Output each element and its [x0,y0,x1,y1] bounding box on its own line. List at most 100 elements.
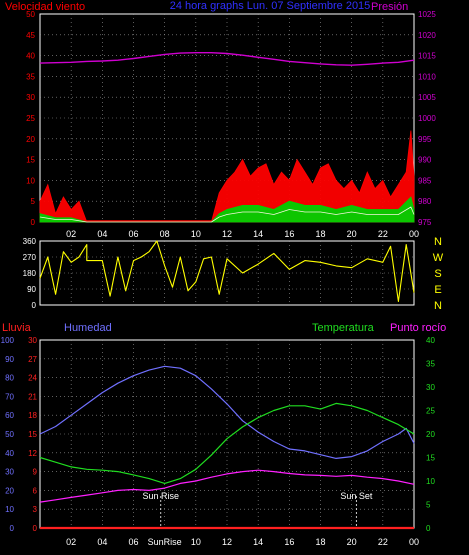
title-24h-graphs: 24 hora graphs Lun. 07 Septiembre 2015 [170,0,371,12]
series-wind-direction [39,240,415,302]
direction-deg-tick-0: 0 [32,301,37,310]
rain-tick-15: 15 [28,430,37,439]
wind-speed-tick-40: 40 [26,52,35,61]
humidity-tick-60: 60 [5,411,14,420]
wind-pressure-xtick-22: 22 [378,229,388,239]
humidity-tick-20: 20 [5,486,14,495]
series-humidity [39,365,415,459]
direction-deg-tick-270: 270 [23,253,37,262]
label-dewpoint: Punto rocío [390,322,446,334]
pressure-tick-980: 980 [418,197,432,206]
temperature-tick-30: 30 [426,383,435,392]
pressure-tick-1010: 1010 [418,72,436,81]
temperature-tick-10: 10 [426,477,435,486]
wind-speed-tick-45: 45 [26,31,35,40]
direction-deg-tick-360: 360 [23,237,37,246]
wind-speed-tick-25: 25 [26,114,35,123]
humidity-temp-xtick-12: 12 [222,537,232,547]
wind-speed-tick-35: 35 [26,72,35,81]
humidity-temp-xtick-04: 04 [97,537,107,547]
temperature-tick-0: 0 [426,524,431,533]
humidity-tick-100: 100 [1,336,15,345]
humidity-temp-xtick-00: 00 [409,537,419,547]
series-pressure [39,52,415,66]
wind-pressure-xtick-18: 18 [315,229,325,239]
temperature-tick-20: 20 [426,430,435,439]
humidity-temp-xtick-06: 06 [128,537,138,547]
wind-speed-tick-5: 5 [31,197,36,206]
title-pressure: Presión [371,1,408,13]
humidity-tick-50: 50 [5,430,14,439]
wind-speed-tick-30: 30 [26,93,35,102]
pressure-tick-1000: 1000 [418,114,436,123]
direction-compass-S-2: S [434,268,441,280]
wind-pressure-xtick-16: 16 [284,229,294,239]
temperature-tick-5: 5 [426,501,431,510]
wind-speed-tick-50: 50 [26,10,35,19]
humidity-temp-xtick-02: 02 [66,537,76,547]
wind-pressure-xtick-12: 12 [222,229,232,239]
humidity-temp-xtick-16: 16 [284,537,294,547]
title-wind-speed: Velocidad viento [5,1,85,13]
rain-tick-12: 12 [28,449,37,458]
humidity-temp-xtick-14: 14 [253,537,263,547]
humidity-temp-xtick-22: 22 [378,537,388,547]
rain-tick-27: 27 [28,355,37,364]
humidity-tick-90: 90 [5,355,14,364]
direction-deg-tick-90: 90 [27,285,36,294]
direction-compass-E-1: E [434,284,441,296]
pressure-tick-995: 995 [418,135,432,144]
humidity-temp-xtick-10: 10 [191,537,201,547]
rain-tick-9: 9 [33,468,38,477]
wind-speed-tick-0: 0 [31,218,36,227]
wind-speed-tick-20: 20 [26,135,35,144]
direction-compass-W-3: W [433,252,444,264]
humidity-tick-0: 0 [10,524,15,533]
humidity-tick-70: 70 [5,392,14,401]
wind-pressure-xtick-14: 14 [253,229,263,239]
wind-speed-tick-15: 15 [26,156,35,165]
pressure-tick-1020: 1020 [418,31,436,40]
humidity-temp-xtick-18: 18 [315,537,325,547]
label-temperature: Temperatura [312,322,375,334]
pressure-tick-1015: 1015 [418,52,436,61]
label-rain: Lluvia [2,322,32,334]
wind-pressure-xtick-08: 08 [160,229,170,239]
wind-pressure-xtick-20: 20 [347,229,357,239]
pressure-tick-1005: 1005 [418,93,436,102]
temperature-tick-35: 35 [426,360,435,369]
series-dewpoint [39,469,415,503]
rain-tick-3: 3 [33,505,38,514]
rain-tick-24: 24 [28,374,37,383]
series-temperature [39,402,415,484]
pressure-tick-985: 985 [418,176,432,185]
rain-tick-6: 6 [33,486,38,495]
sun-set-label: Sun Set [340,491,373,501]
temperature-tick-40: 40 [426,336,435,345]
wind-pressure-xtick-06: 06 [128,229,138,239]
direction-compass-N-0: N [434,300,442,312]
rain-tick-30: 30 [28,336,37,345]
wind-pressure-xtick-04: 04 [97,229,107,239]
humidity-tick-10: 10 [5,505,14,514]
humidity-temp-xtick-20: 20 [347,537,357,547]
wind-pressure-xtick-00: 00 [409,229,419,239]
direction-deg-tick-180: 180 [23,269,37,278]
series-wind-lull [39,206,415,223]
wind-pressure-xtick-02: 02 [66,229,76,239]
temperature-tick-25: 25 [426,407,435,416]
humidity-tick-80: 80 [5,374,14,383]
humidity-tick-40: 40 [5,449,14,458]
pressure-tick-990: 990 [418,156,432,165]
sun-rise-label: Sun Rise [143,491,180,501]
direction-compass-N-4: N [434,236,442,248]
rain-tick-0: 0 [33,524,38,533]
rain-tick-21: 21 [28,392,37,401]
humidity-temp-xtick-SunRise: SunRise [148,537,182,547]
rain-tick-18: 18 [28,411,37,420]
pressure-tick-975: 975 [418,218,432,227]
pressure-tick-1025: 1025 [418,10,436,19]
wind-speed-tick-10: 10 [26,176,35,185]
